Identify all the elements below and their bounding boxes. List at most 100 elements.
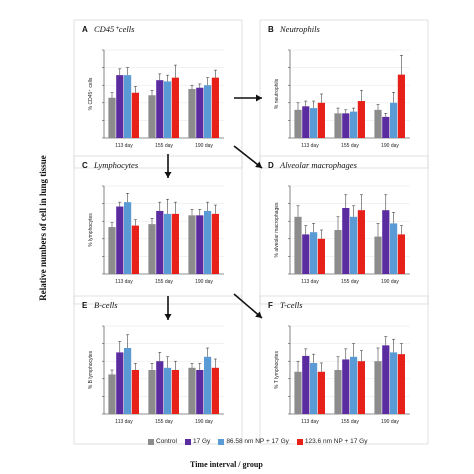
bar bbox=[302, 234, 310, 274]
y-axis-label: % CD45⁺ cells bbox=[88, 77, 94, 110]
bar bbox=[196, 215, 204, 274]
bar bbox=[116, 206, 124, 274]
panel-letter: F bbox=[268, 301, 273, 310]
bar bbox=[390, 223, 398, 274]
bar bbox=[350, 216, 358, 274]
bar bbox=[374, 361, 382, 414]
y-axis-label: % lymphocytes bbox=[88, 213, 94, 247]
bar bbox=[310, 232, 318, 274]
bar bbox=[131, 225, 139, 274]
bar bbox=[317, 238, 325, 274]
bar bbox=[156, 361, 164, 414]
bar bbox=[148, 370, 156, 414]
bar bbox=[310, 108, 318, 138]
x-tick-label: 155 day bbox=[155, 279, 173, 285]
legend-label: 123.6 nm NP + 17 Gy bbox=[304, 438, 368, 445]
x-tick-label: 155 day bbox=[341, 419, 359, 425]
x-tick-label: 190 day bbox=[381, 419, 399, 425]
y-axis-label: % T lymphocytes bbox=[274, 351, 280, 389]
bar bbox=[131, 370, 139, 414]
legend-item: 17 Gy bbox=[184, 438, 210, 445]
bar bbox=[124, 75, 132, 138]
x-tick-label: 155 day bbox=[155, 419, 173, 425]
bar bbox=[131, 92, 139, 138]
outer-x-axis-label: Time interval / group bbox=[190, 460, 263, 469]
x-tick-label: 113 day bbox=[115, 419, 133, 425]
bar bbox=[171, 213, 179, 274]
y-axis-label: % B lymphocytes bbox=[88, 350, 94, 389]
bar bbox=[196, 87, 204, 138]
chart-panel-a: A CD45⁺cells % CD45⁺ cells 113 day 155 day 19… bbox=[73, 19, 243, 169]
outer-y-axis-label: Relative numbers of cell in lung tissue bbox=[38, 155, 48, 301]
panel-letter: D bbox=[268, 161, 274, 170]
x-tick-label: 190 day bbox=[381, 143, 399, 149]
flow-arrowhead bbox=[256, 94, 262, 102]
bar bbox=[357, 210, 365, 274]
legend-item: 86.58 nm NP + 17 Gy bbox=[218, 438, 289, 445]
bar bbox=[374, 236, 382, 274]
bar bbox=[204, 85, 212, 138]
bar bbox=[116, 352, 124, 414]
chart-panel-c: C Lymphocytes % lymphocytes 113 day 155 day 1… bbox=[73, 155, 243, 305]
flow-arrowhead bbox=[255, 311, 262, 318]
panel-frame bbox=[73, 155, 243, 305]
bar bbox=[382, 116, 390, 138]
bar bbox=[164, 213, 172, 274]
legend-swatch bbox=[148, 438, 154, 445]
bar bbox=[294, 216, 302, 274]
panel-frame bbox=[259, 295, 429, 445]
bar bbox=[334, 370, 342, 414]
x-tick-label: 190 day bbox=[195, 419, 213, 425]
bar bbox=[342, 359, 350, 414]
bar bbox=[188, 367, 196, 414]
bar bbox=[188, 88, 196, 138]
bar bbox=[357, 361, 365, 414]
panel-frame bbox=[73, 295, 243, 445]
chart-panel-e: E B-cells % B lymphocytes 113 day 155 day 190… bbox=[73, 295, 243, 445]
bar bbox=[390, 102, 398, 138]
legend-swatch bbox=[184, 438, 191, 445]
legend-swatch bbox=[296, 438, 303, 445]
x-tick-label: 190 day bbox=[195, 143, 213, 149]
x-tick-label: 113 day bbox=[115, 143, 133, 149]
outer-y-axis-label-wrapper: Relative numbers of cell in lung tissue bbox=[36, 38, 50, 418]
bar bbox=[342, 113, 350, 138]
bar bbox=[302, 355, 310, 414]
bar bbox=[334, 230, 342, 274]
panel-letter: A bbox=[82, 25, 88, 34]
bar bbox=[211, 213, 219, 274]
bar bbox=[164, 367, 172, 414]
bar bbox=[204, 356, 212, 414]
bar bbox=[374, 109, 382, 138]
bar bbox=[317, 371, 325, 414]
panel-frame bbox=[259, 19, 429, 169]
bar bbox=[156, 210, 164, 274]
chart-panel-f: F T-cells % T lymphocytes 113 day 155 day 190… bbox=[259, 295, 429, 445]
bar bbox=[382, 210, 390, 274]
x-tick-label: 113 day bbox=[301, 143, 319, 149]
bar bbox=[108, 97, 116, 138]
x-tick-label: 113 day bbox=[301, 279, 319, 285]
bar bbox=[188, 215, 196, 274]
legend-item: Control bbox=[148, 438, 177, 445]
x-tick-label: 190 day bbox=[381, 279, 399, 285]
bar bbox=[164, 81, 172, 138]
flow-arrowhead bbox=[164, 314, 172, 320]
bar bbox=[196, 370, 204, 414]
bar bbox=[350, 111, 358, 138]
x-tick-label: 155 day bbox=[155, 143, 173, 149]
bar bbox=[357, 101, 365, 138]
legend-label: 86.58 nm NP + 17 Gy bbox=[226, 438, 289, 445]
bar bbox=[108, 374, 116, 414]
legend-swatch bbox=[218, 438, 225, 445]
bar bbox=[350, 356, 358, 414]
bar bbox=[124, 202, 132, 274]
panel-title: CD45⁺cells bbox=[94, 24, 135, 34]
bar bbox=[116, 75, 124, 138]
legend-item: 123.6 nm NP + 17 Gy bbox=[296, 438, 368, 445]
bar bbox=[148, 224, 156, 274]
panel-title: Alveolar macrophages bbox=[279, 160, 358, 170]
panel-letter: C bbox=[82, 161, 88, 170]
bar bbox=[302, 106, 310, 138]
